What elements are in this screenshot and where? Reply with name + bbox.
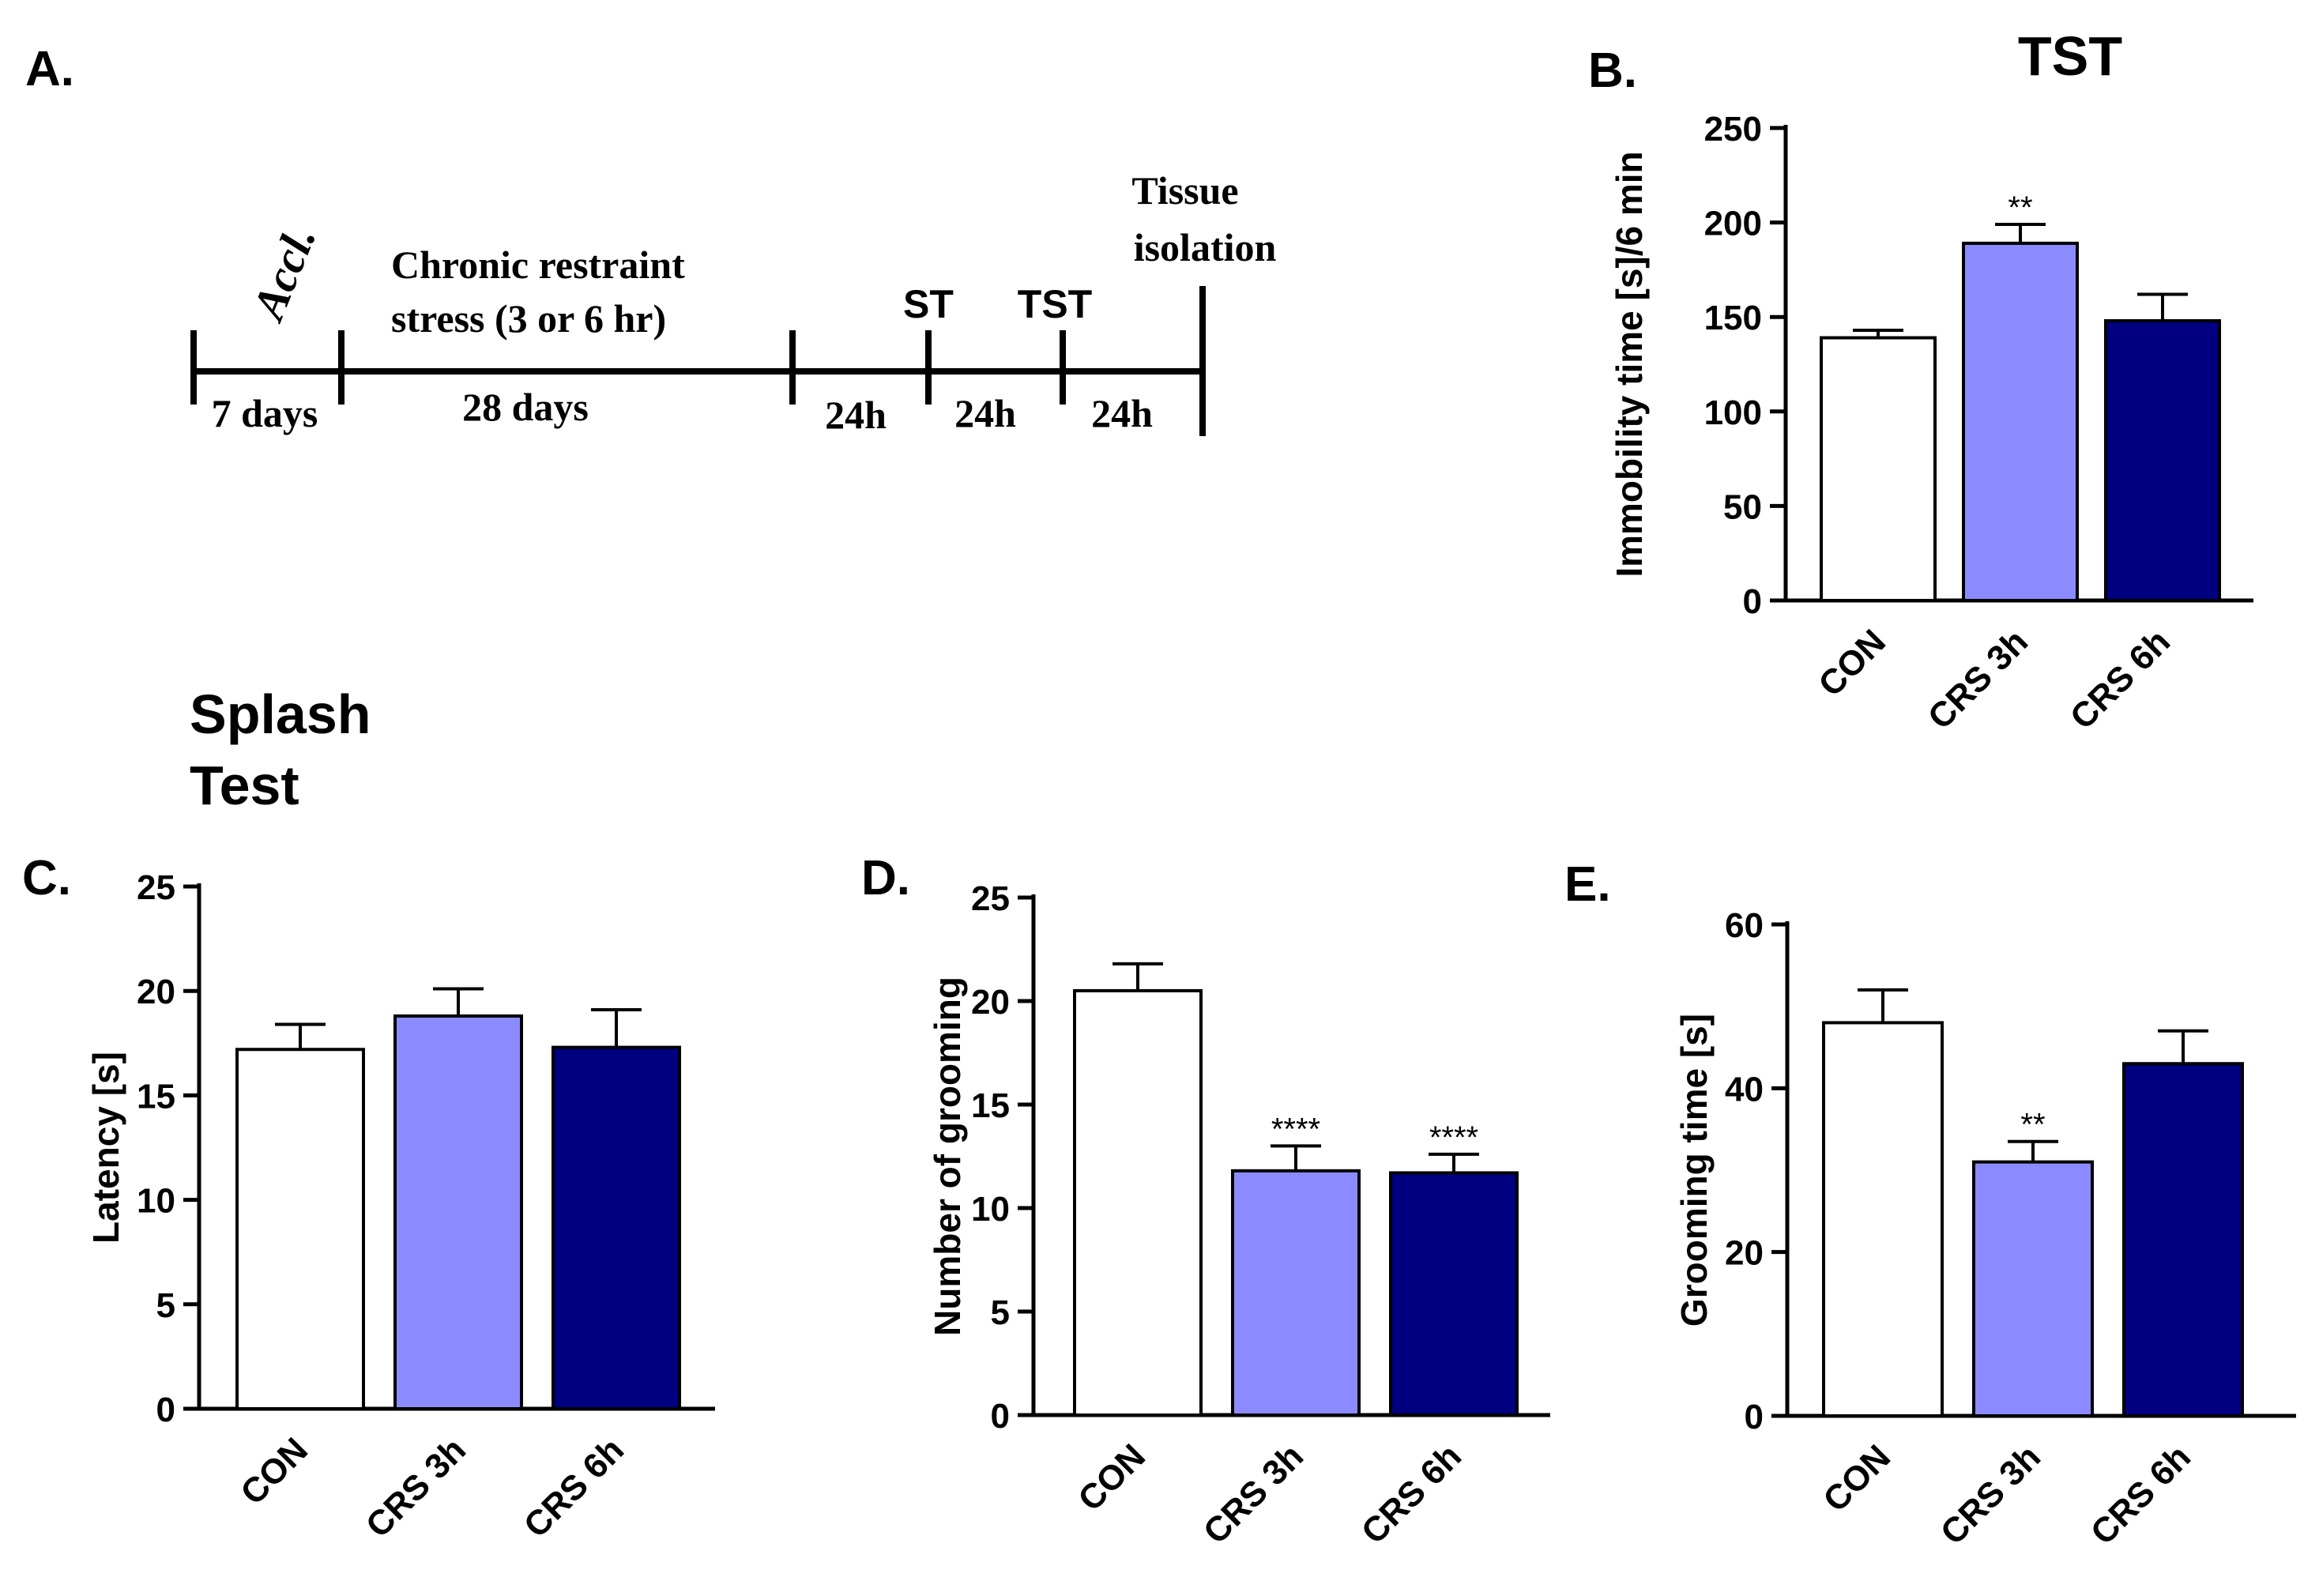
y-tick-label: 20 bbox=[971, 983, 1010, 1022]
y-axis-label: Latency [s] bbox=[85, 1052, 126, 1244]
x-tick-label: CON bbox=[1816, 1437, 1898, 1519]
bar bbox=[2122, 1062, 2244, 1417]
y-tick-label: 40 bbox=[1725, 1070, 1764, 1109]
chart-title: TST bbox=[2018, 25, 2122, 87]
bar bbox=[552, 1045, 681, 1410]
bar bbox=[1820, 336, 1937, 602]
duration-label: 24h bbox=[954, 391, 1016, 435]
panel-a-label: A. bbox=[25, 42, 74, 96]
y-tick-label: 0 bbox=[1743, 582, 1762, 621]
crs-label-line2: stress (3 or 6 hr) bbox=[391, 296, 666, 341]
y-tick-label: 5 bbox=[991, 1293, 1010, 1332]
acclimation-label: Accl. bbox=[242, 219, 326, 329]
y-tick-label: 150 bbox=[1704, 299, 1762, 337]
panel-label: E. bbox=[1564, 857, 1611, 912]
x-tick-label: CRS 3h bbox=[359, 1430, 473, 1545]
significance-label: ** bbox=[2008, 190, 2032, 225]
x-tick-label: CRS 6h bbox=[1354, 1436, 1469, 1551]
splash-title-line1: Splash bbox=[190, 683, 371, 745]
tissue-label-line2: isolation bbox=[1134, 225, 1277, 269]
bar bbox=[235, 1048, 365, 1411]
bar bbox=[1231, 1169, 1361, 1417]
y-tick-label: 50 bbox=[1723, 487, 1762, 526]
significance-label: ** bbox=[2020, 1108, 2045, 1142]
y-tick-label: 10 bbox=[137, 1182, 175, 1221]
x-tick-label: CON bbox=[1071, 1436, 1153, 1519]
y-tick-label: 100 bbox=[1704, 393, 1762, 432]
chart-panel-2: C. 0 5 10 15 20 25 Latency [s] CON CRS 3h CRS 6h bbox=[22, 851, 715, 1545]
chart-panel-4: E. 0 20 40 60 Grooming time [s] CON ** CRS 3h CRS… bbox=[1564, 857, 2296, 1553]
x-tick-label: CRS 3h bbox=[1921, 622, 2035, 736]
duration-label: 28 days bbox=[462, 385, 589, 429]
duration-label: 7 days bbox=[212, 391, 318, 435]
x-tick-label: CRS 6h bbox=[2063, 622, 2178, 736]
significance-label: **** bbox=[1271, 1112, 1320, 1146]
chart-panel-3: D. 0 5 10 15 20 25 Number of grooming CON **** CRS… bbox=[861, 851, 1550, 1552]
x-tick-label: CRS 6h bbox=[517, 1430, 631, 1545]
duration-label: 24h bbox=[1091, 391, 1153, 435]
y-tick-label: 25 bbox=[971, 879, 1010, 918]
y-tick-label: 60 bbox=[1725, 906, 1764, 945]
y-tick-label: 5 bbox=[156, 1286, 175, 1325]
tissue-label-line1: Tissue bbox=[1131, 168, 1238, 213]
y-tick-label: 20 bbox=[1725, 1234, 1764, 1273]
panel-label: B. bbox=[1588, 43, 1637, 98]
y-tick-label: 25 bbox=[137, 868, 175, 907]
x-tick-label: CRS 6h bbox=[2084, 1437, 2198, 1552]
bar bbox=[1073, 988, 1203, 1417]
bar bbox=[1962, 241, 2079, 602]
y-axis-label: Immobility time [s]/6 min bbox=[1609, 151, 1650, 577]
y-tick-label: 15 bbox=[971, 1086, 1010, 1125]
y-tick-label: 200 bbox=[1704, 205, 1762, 243]
y-tick-label: 0 bbox=[1745, 1398, 1764, 1436]
y-tick-label: 10 bbox=[971, 1190, 1010, 1229]
crs-label-line1: Chronic restraint bbox=[391, 243, 685, 287]
panel-label: D. bbox=[861, 851, 910, 905]
x-tick-label: CON bbox=[1811, 622, 1893, 704]
y-tick-label: 15 bbox=[137, 1077, 175, 1116]
panel-a-timeline: A. Accl. Chronic restraint stress (3 or … bbox=[25, 42, 1276, 437]
y-tick-label: 20 bbox=[137, 973, 175, 1011]
st-label: ST bbox=[903, 282, 954, 326]
chart-panel-1: B. TST 0 50 100 150 200 250 Immobility time [s]/… bbox=[1588, 25, 2253, 737]
tst-timeline-label: TST bbox=[1018, 282, 1092, 326]
bar bbox=[1389, 1171, 1519, 1417]
bar bbox=[1972, 1160, 2094, 1417]
bar bbox=[1822, 1021, 1944, 1418]
bar bbox=[2104, 318, 2221, 602]
significance-label: **** bbox=[1429, 1120, 1478, 1155]
duration-label: 24h bbox=[825, 393, 887, 437]
splash-title-line2: Test bbox=[190, 755, 299, 816]
panel-label: C. bbox=[22, 851, 71, 905]
x-tick-label: CRS 3h bbox=[1196, 1436, 1311, 1551]
x-tick-label: CON bbox=[233, 1430, 315, 1512]
y-tick-label: 250 bbox=[1704, 110, 1762, 149]
x-tick-label: CRS 3h bbox=[1933, 1437, 2048, 1552]
y-tick-label: 0 bbox=[991, 1397, 1010, 1436]
y-axis-label: Number of grooming bbox=[927, 977, 968, 1336]
bar bbox=[393, 1014, 523, 1410]
y-axis-label: Grooming time [s] bbox=[1673, 1014, 1715, 1327]
y-tick-label: 0 bbox=[156, 1391, 175, 1429]
